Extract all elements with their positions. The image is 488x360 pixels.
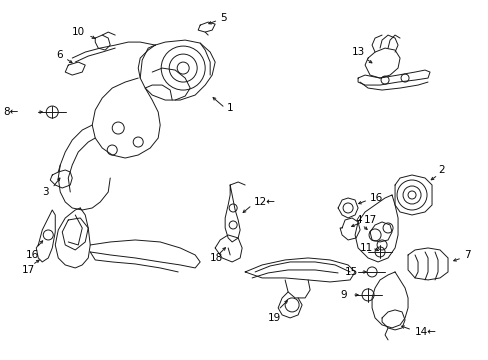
Text: 2: 2 <box>437 165 444 175</box>
Text: 15: 15 <box>345 267 358 277</box>
Text: 8←: 8← <box>3 107 18 117</box>
Text: 18: 18 <box>210 253 223 263</box>
Text: 12←: 12← <box>254 197 276 207</box>
Text: 13: 13 <box>351 47 365 57</box>
Text: 6: 6 <box>56 50 63 60</box>
Text: 1: 1 <box>227 103 233 113</box>
Text: 17: 17 <box>364 215 377 225</box>
Text: 19: 19 <box>267 313 281 323</box>
Text: 17: 17 <box>22 265 36 275</box>
Text: 4: 4 <box>354 215 361 225</box>
Text: 3: 3 <box>42 187 49 197</box>
Text: 11: 11 <box>359 243 372 253</box>
Text: 5: 5 <box>220 13 226 23</box>
Text: 16: 16 <box>26 250 40 260</box>
Text: 10: 10 <box>72 27 85 37</box>
Text: 16: 16 <box>369 193 383 203</box>
Text: 7: 7 <box>463 250 469 260</box>
Text: 14←: 14← <box>414 327 436 337</box>
Text: 9: 9 <box>339 290 346 300</box>
